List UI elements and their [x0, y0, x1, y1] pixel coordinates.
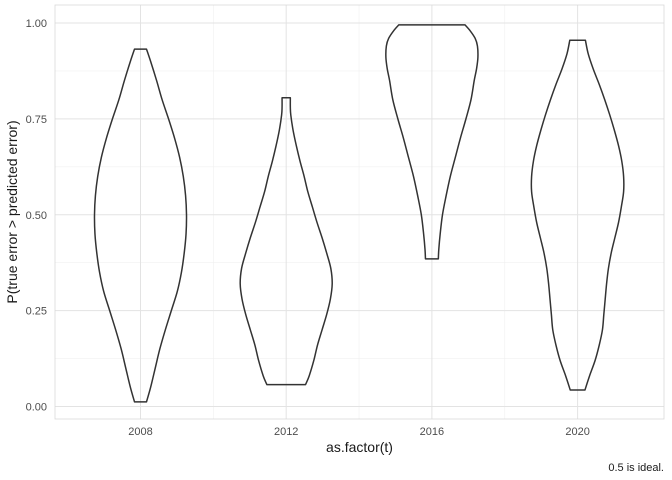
caption: 0.5 is ideal.: [608, 462, 664, 474]
violin-2020: [530, 39, 625, 391]
grid: [55, 5, 664, 419]
x-tick-label: 2012: [274, 426, 298, 438]
y-axis-ticks: 0.00 0.25 0.50 0.75 1.00: [26, 18, 47, 414]
y-tick-label: 0.50: [26, 210, 47, 222]
violin-2008: [93, 48, 188, 403]
violin-2016: [385, 24, 479, 260]
x-tick-label: 2016: [420, 426, 444, 438]
y-tick-label: 0.25: [26, 306, 47, 318]
x-tick-label: 2020: [565, 426, 589, 438]
x-axis-ticks: 2008 2012 2016 2020: [128, 426, 590, 438]
violins: [93, 24, 625, 403]
violin-2012: [239, 97, 333, 386]
y-tick-label: 0.00: [26, 402, 47, 414]
plot-panel-border: [54, 4, 665, 420]
x-tick-label: 2008: [128, 426, 152, 438]
y-tick-label: 0.75: [26, 114, 47, 126]
y-axis-title: P(true error > predicted error): [4, 120, 20, 303]
y-tick-label: 1.00: [26, 18, 47, 30]
x-axis-title: as.factor(t): [326, 439, 393, 455]
